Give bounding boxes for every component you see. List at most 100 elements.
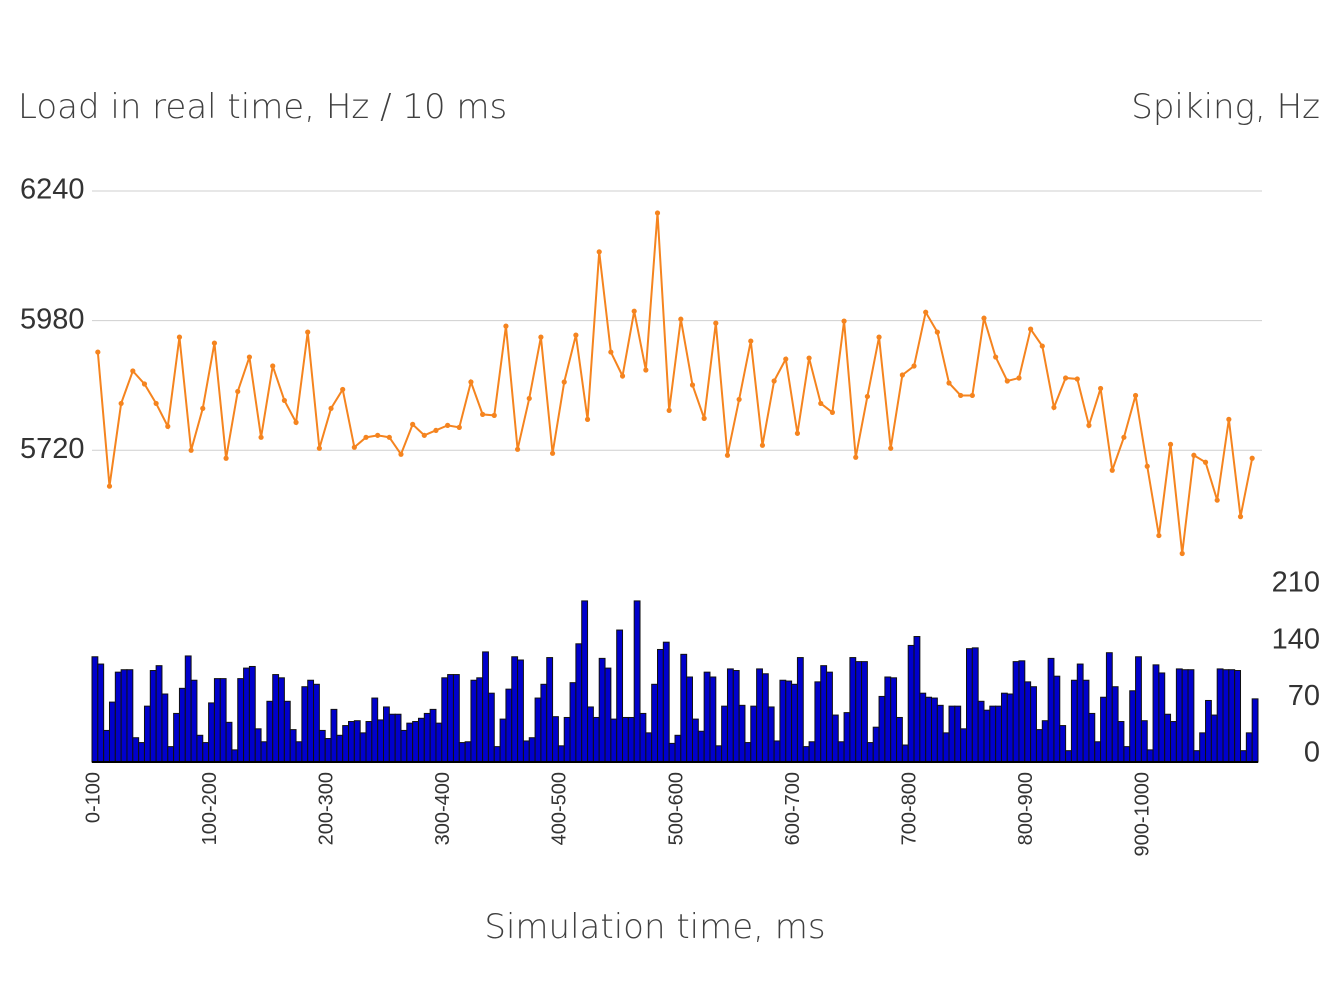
bar	[645, 732, 653, 763]
y-tick-label: 210	[1272, 567, 1320, 599]
bar	[161, 693, 169, 763]
bar	[266, 700, 274, 763]
bar	[365, 721, 373, 763]
bar	[1240, 750, 1247, 763]
bar	[598, 657, 606, 763]
point	[736, 396, 742, 403]
bar	[1175, 668, 1183, 763]
bar	[627, 716, 635, 763]
bar	[1105, 652, 1113, 763]
bar	[703, 671, 711, 763]
bar	[301, 686, 309, 763]
x-tick-label: 200-300	[315, 772, 337, 845]
point	[899, 372, 905, 378]
bar	[1164, 713, 1172, 763]
bar	[388, 713, 396, 763]
bar	[1181, 669, 1189, 763]
x-tick-label: 900-1000	[1132, 772, 1154, 857]
bar	[674, 734, 682, 763]
bar	[1012, 661, 1020, 763]
bar	[680, 653, 688, 763]
point	[911, 363, 917, 369]
bar	[651, 683, 659, 763]
bar	[412, 721, 419, 763]
bar	[1018, 660, 1026, 763]
point	[1121, 434, 1127, 440]
bar	[243, 667, 250, 763]
bar	[143, 705, 151, 763]
bar	[1111, 686, 1119, 763]
bar	[225, 721, 233, 763]
bar	[132, 737, 140, 763]
bar	[931, 697, 938, 763]
point	[363, 434, 369, 440]
bar	[1035, 729, 1043, 763]
bar	[919, 692, 927, 763]
bar	[260, 741, 268, 763]
bar	[155, 665, 163, 763]
bar	[907, 644, 915, 763]
bar	[487, 692, 495, 763]
point	[689, 382, 696, 388]
bar	[91, 656, 99, 763]
bar	[342, 725, 350, 763]
bar	[732, 670, 740, 763]
x-tick-label: 100-200	[199, 772, 221, 845]
bar	[569, 682, 577, 763]
point	[1237, 514, 1244, 520]
point	[759, 442, 766, 448]
point	[106, 483, 113, 489]
point	[584, 416, 591, 422]
y-tick-label: 5720	[20, 433, 85, 465]
point	[316, 445, 322, 451]
point	[1063, 375, 1069, 381]
bar	[505, 688, 513, 763]
point	[958, 392, 964, 399]
bar	[1170, 721, 1177, 763]
bar	[1234, 670, 1242, 763]
bar	[802, 746, 810, 763]
bar	[855, 661, 863, 763]
bar	[960, 728, 967, 763]
bar	[1094, 741, 1102, 763]
point	[95, 349, 101, 355]
point	[631, 308, 637, 314]
bar	[248, 665, 256, 763]
bar	[814, 681, 822, 763]
point	[270, 363, 276, 369]
bar	[791, 683, 798, 763]
bar	[1117, 721, 1125, 763]
point	[993, 354, 999, 360]
bar	[1006, 693, 1014, 763]
x-tick-label: 400-500	[549, 772, 571, 845]
y-tick-label: 140	[1272, 623, 1320, 655]
bar	[208, 702, 215, 763]
bar	[464, 741, 472, 763]
point	[1167, 441, 1174, 447]
bar	[1135, 656, 1142, 763]
bar	[1205, 699, 1212, 763]
point	[549, 450, 556, 456]
bar	[925, 696, 933, 763]
point	[573, 332, 579, 338]
bar	[283, 700, 291, 763]
point	[1132, 392, 1139, 399]
point	[514, 446, 521, 452]
bar	[604, 667, 612, 763]
bar	[149, 670, 157, 763]
point	[1016, 375, 1022, 381]
point	[340, 386, 346, 393]
bar	[219, 678, 227, 763]
point	[235, 388, 241, 395]
x-tick-label: 300-400	[432, 772, 454, 845]
bar	[773, 740, 781, 763]
bar	[196, 734, 204, 763]
point	[841, 318, 847, 324]
bar	[913, 636, 921, 763]
bar	[971, 647, 979, 763]
point	[724, 452, 731, 458]
bar	[750, 705, 758, 763]
bar	[213, 678, 221, 763]
point	[281, 397, 287, 404]
point	[829, 409, 836, 415]
